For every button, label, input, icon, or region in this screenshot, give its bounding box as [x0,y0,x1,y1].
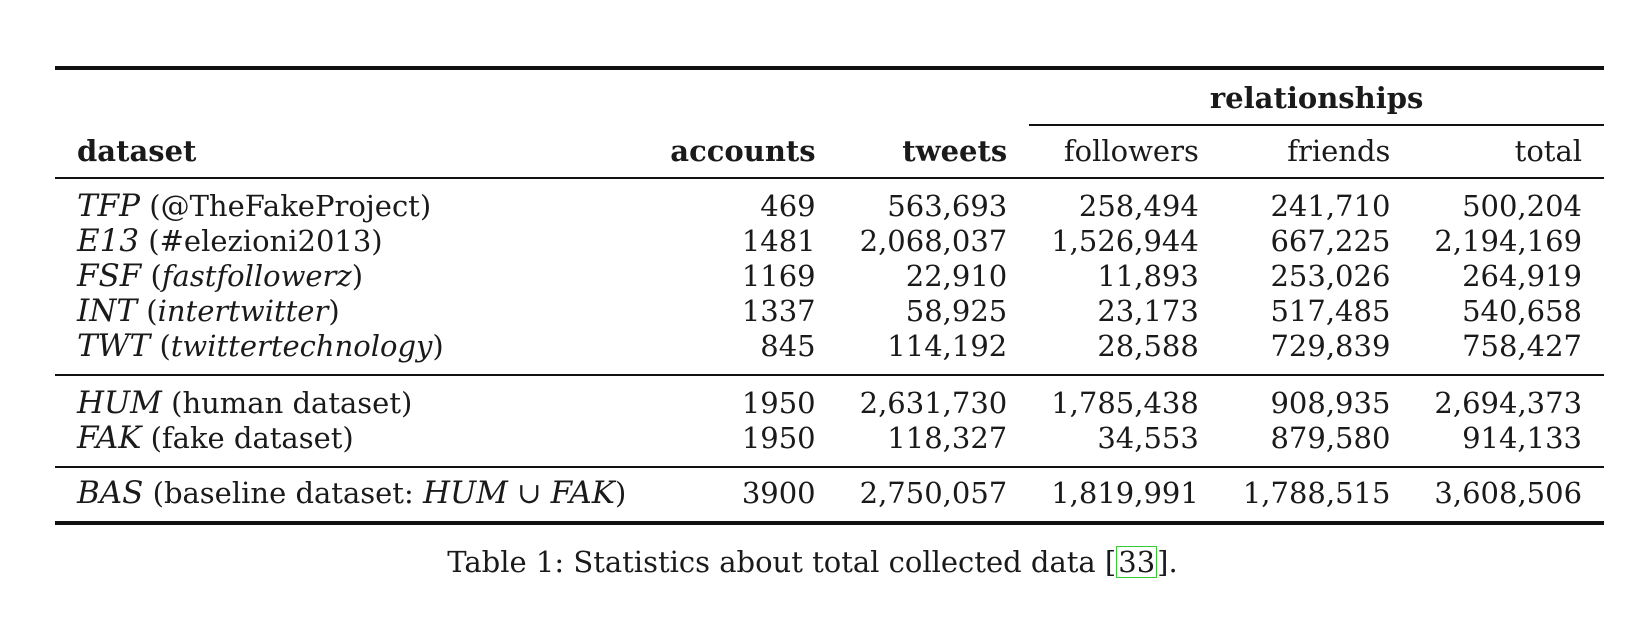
friends-cell: 667,225 [1270,224,1391,258]
followers-cell: 1,785,438 [1051,386,1199,420]
dataset-desc: fastfollowerz [161,259,352,293]
caption-text: Table 1: Statistics about total collecte… [447,545,1105,579]
followers-cell: 23,173 [1097,294,1199,328]
followers-cell: 28,588 [1097,329,1199,363]
header-group-row: relationships [55,68,1605,126]
followers-cell: 1,526,944 [1051,224,1199,258]
dataset-abbr: BAS [77,475,144,511]
accounts-cell: 3900 [741,476,816,510]
header-friends: friends [1287,134,1391,168]
dataset-desc: #elezioni2013 [159,224,372,258]
dataset-cell: E13 (#elezioni2013) [77,223,383,259]
statistics-table: relationships dataset accounts tweets fo… [55,66,1605,525]
tweets-cell: 563,693 [887,189,1008,223]
dataset-desc: twittertechnology [170,329,433,363]
tweets-cell: 118,327 [887,421,1008,455]
followers-cell: 1,819,991 [1051,476,1199,510]
dataset-abbr: FAK [77,420,142,456]
tweets-cell: 58,925 [905,294,1008,328]
friends-cell: 729,839 [1270,329,1391,363]
followers-cell: 11,893 [1097,259,1199,293]
dataset-cell: HUM (human dataset) [77,385,413,421]
dataset-desc: human dataset [182,386,401,420]
followers-cell: 258,494 [1078,189,1199,223]
header-spacer [838,68,1030,125]
dataset-abbr: E13 [77,223,140,259]
accounts-cell: 469 [760,189,816,223]
table-row: E13 (#elezioni2013) 1481 2,068,037 1,526… [55,224,1604,259]
total-cell: 2,194,169 [1434,224,1583,258]
dataset-abbr: TFP [77,188,141,224]
total-cell: 540,658 [1462,294,1583,328]
friends-cell: 253,026 [1270,259,1391,293]
total-cell: 758,427 [1462,329,1583,363]
header-columns-row: dataset accounts tweets followers friend… [55,125,1604,178]
dataset-cell: FAK (fake dataset) [77,420,354,456]
accounts-cell: 1950 [741,386,816,420]
dataset-abbr: TWT [77,328,151,364]
table-row: BAS (baseline dataset: HUM ∪ FAK) 3900 2… [55,467,1605,523]
tweets-cell: 114,192 [887,329,1008,363]
friends-cell: 1,788,515 [1242,476,1391,510]
header-accounts: accounts [670,133,816,168]
total-cell: 914,133 [1462,421,1583,455]
dataset-abbr: HUM [77,385,162,421]
accounts-cell: 1169 [741,259,816,293]
dataset-cell: INT (intertwitter) [77,293,340,329]
tweets-cell: 22,910 [905,259,1008,293]
dataset-cell: TWT (twittertechnology) [77,328,444,364]
header-tweets: tweets [902,133,1008,168]
total-cell: 264,919 [1462,259,1583,293]
tweets-cell: 2,068,037 [859,224,1008,258]
header-total: total [1514,134,1583,168]
accounts-cell: 845 [760,329,816,363]
friends-cell: 517,485 [1270,294,1391,328]
header-spacer [55,68,648,125]
total-cell: 3,608,506 [1434,476,1583,510]
header-followers: followers [1063,134,1199,168]
table-row: INT (intertwitter) 1337 58,925 23,173 51… [55,294,1604,329]
union-symbol: ∪ [517,476,542,510]
table-row: FSF (fastfollowerz) 1169 22,910 11,893 2… [55,259,1604,294]
citation-link[interactable]: 33 [1116,545,1158,579]
table-row: FAK (fake dataset) 1950 118,327 34,553 8… [55,421,1604,467]
header-spacer [648,68,837,125]
total-cell: 2,694,373 [1434,386,1583,420]
table-caption: Table 1: Statistics about total collecte… [447,545,1178,579]
table-row: TFP (@TheFakeProject) 469 563,693 258,49… [55,178,1605,224]
table-row: HUM (human dataset) 1950 2,631,730 1,785… [55,375,1605,421]
dataset-desc: (baseline dataset: [152,476,423,510]
accounts-cell: 1337 [741,294,816,328]
dataset-desc: @TheFakeProject [160,189,420,223]
dataset-abbr: FSF [77,258,142,294]
header-dataset: dataset [77,133,197,168]
dataset-cell: BAS (baseline dataset: HUM ∪ FAK) [77,475,627,511]
friends-cell: 908,935 [1270,386,1391,420]
dataset-desc: fake dataset [161,421,343,455]
accounts-cell: 1950 [741,421,816,455]
dataset-math-a: HUM [422,475,508,511]
total-cell: 500,204 [1462,189,1583,223]
table-row: TWT (twittertechnology) 845 114,192 28,5… [55,329,1604,375]
dataset-math-b: FAK [550,475,615,511]
dataset-abbr: INT [77,293,138,329]
friends-cell: 241,710 [1270,189,1391,223]
friends-cell: 879,580 [1270,421,1391,455]
tweets-cell: 2,631,730 [859,386,1008,420]
dataset-cell: FSF (fastfollowerz) [77,258,364,294]
tweets-cell: 2,750,057 [859,476,1008,510]
dataset-cell: TFP (@TheFakeProject) [77,188,432,224]
accounts-cell: 1481 [741,224,816,258]
header-relationships: relationships [1029,68,1605,126]
followers-cell: 34,553 [1097,421,1199,455]
dataset-desc: intertwitter [157,294,329,328]
